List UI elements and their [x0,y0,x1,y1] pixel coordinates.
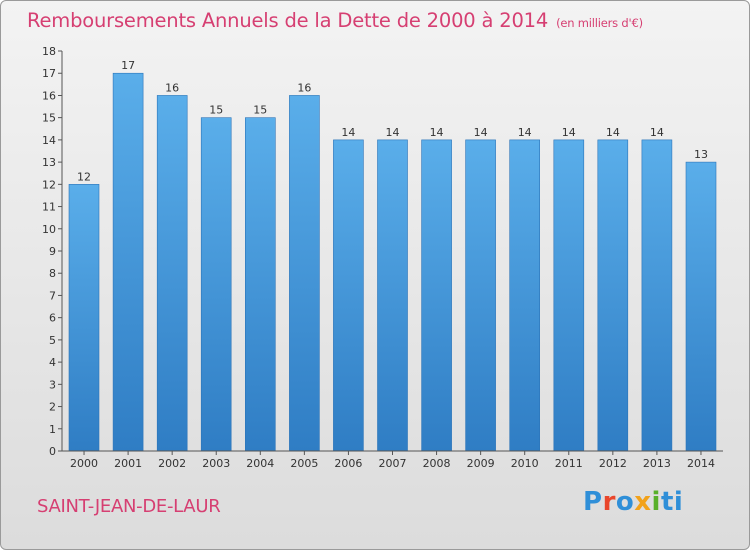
x-tick-label: 2003 [202,457,230,470]
x-tick-label: 2001 [114,457,142,470]
brand-letter: i [651,487,661,517]
x-tick-label: 2012 [599,457,627,470]
bar-value-label: 15 [209,104,223,117]
x-tick-label: 2005 [290,457,318,470]
y-tick-label: 4 [49,356,56,369]
y-tick-label: 3 [49,378,56,391]
bar [465,139,496,452]
y-tick-label: 0 [49,445,56,458]
commune-name: SAINT-JEAN-DE-LAUR [37,496,221,517]
y-tick-label: 16 [42,89,56,102]
chart-title: Remboursements Annuels de la Dette de 20… [27,9,643,32]
y-tick-label: 14 [42,134,56,147]
bar-value-label: 14 [562,126,576,139]
bar-value-label: 14 [430,126,444,139]
brand-letter: x [634,487,652,517]
bar [333,139,364,452]
x-tick-label: 2007 [379,457,407,470]
y-tick-label: 12 [42,178,56,191]
y-tick-label: 8 [49,267,56,280]
bar-value-label: 17 [121,59,135,72]
y-tick-label: 17 [42,67,56,80]
x-tick-label: 2010 [511,457,539,470]
bar-value-label: 14 [474,126,488,139]
brand-letter: t [660,487,674,517]
bar-value-label: 13 [694,148,708,161]
brand-letter: P [583,487,603,517]
y-tick-label: 1 [49,423,56,436]
bar-value-label: 15 [253,104,267,117]
bar-value-label: 16 [297,81,311,94]
bar [421,139,452,452]
bar [112,72,144,452]
bar [685,161,717,452]
bar [245,117,276,452]
bar [641,139,673,452]
bar-value-label: 14 [606,126,620,139]
x-tick-label: 2000 [70,457,98,470]
bar [156,95,188,452]
y-tick-label: 2 [49,401,56,414]
bar-value-label: 14 [650,126,664,139]
y-tick-label: 15 [42,112,56,125]
bar [68,184,100,452]
x-tick-label: 2002 [158,457,186,470]
bar [377,139,408,452]
y-tick-label: 11 [42,201,56,214]
y-tick-label: 13 [42,156,56,169]
x-axis: 2000 2001 2002 2003 2004 2005 2006 2007 2008 2009… [62,450,723,470]
x-tick-label: 2008 [423,457,451,470]
bar [509,139,541,452]
y-tick-label: 5 [49,334,56,347]
bar-value-label: 14 [341,126,355,139]
x-tick-label: 2009 [467,457,495,470]
bar [597,139,629,452]
y-tick-label: 9 [49,245,56,258]
x-tick-label: 2011 [555,457,583,470]
y-tick-label: 6 [49,312,56,325]
y-tick-label: 7 [49,289,56,302]
unit-note: (en milliers d'€) [556,16,643,30]
bar [289,95,320,452]
x-tick-label: 2014 [687,457,715,470]
brand-letter: o [615,487,635,517]
bars: 12 17 16 15 15 16 14 14 14 14 14 14 14 14 13 [68,59,717,452]
bar-value-label: 12 [77,170,91,183]
brand-letter: r [602,487,616,517]
bar-value-label: 14 [518,126,532,139]
x-tick-label: 2004 [246,457,274,470]
proxiti-logo: Proxiti [583,487,683,517]
x-tick-label: 2006 [334,457,362,470]
bar-value-label: 16 [165,81,179,94]
y-tick-label: 18 [42,45,56,58]
bar [553,139,585,452]
y-tick-label: 10 [42,223,56,236]
bar [200,117,232,452]
brand-letter: i [673,487,684,517]
bar-value-label: 14 [386,126,400,139]
title-text: Remboursements Annuels de la Dette de 20… [27,9,549,32]
x-tick-label: 2013 [643,457,671,470]
